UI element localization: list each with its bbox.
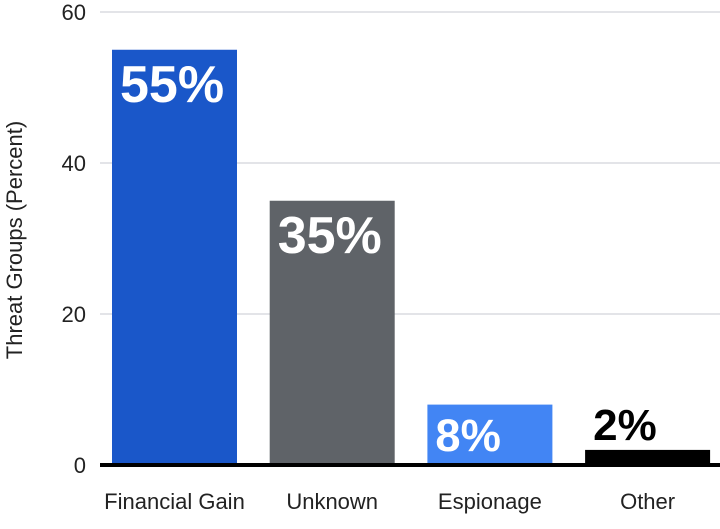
bar — [112, 49, 237, 465]
y-tick-label: 0 — [74, 453, 86, 478]
bar — [269, 200, 395, 465]
y-tick-label: 20 — [62, 302, 86, 327]
x-tick-label: Other — [620, 489, 675, 514]
bar — [585, 449, 711, 465]
y-tick-label: 40 — [62, 151, 86, 176]
value-label: 35% — [278, 207, 382, 265]
y-tick-label: 60 — [62, 0, 86, 25]
value-label: 8% — [435, 410, 500, 461]
x-tick-label: Espionage — [438, 489, 542, 514]
bar — [427, 404, 553, 465]
value-label: 2% — [593, 401, 657, 450]
x-tick-label: Unknown — [286, 489, 378, 514]
value-label: 55% — [120, 56, 224, 114]
y-axis-title: Threat Groups (Percent) — [2, 121, 27, 359]
x-tick-label: Financial Gain — [104, 489, 245, 514]
